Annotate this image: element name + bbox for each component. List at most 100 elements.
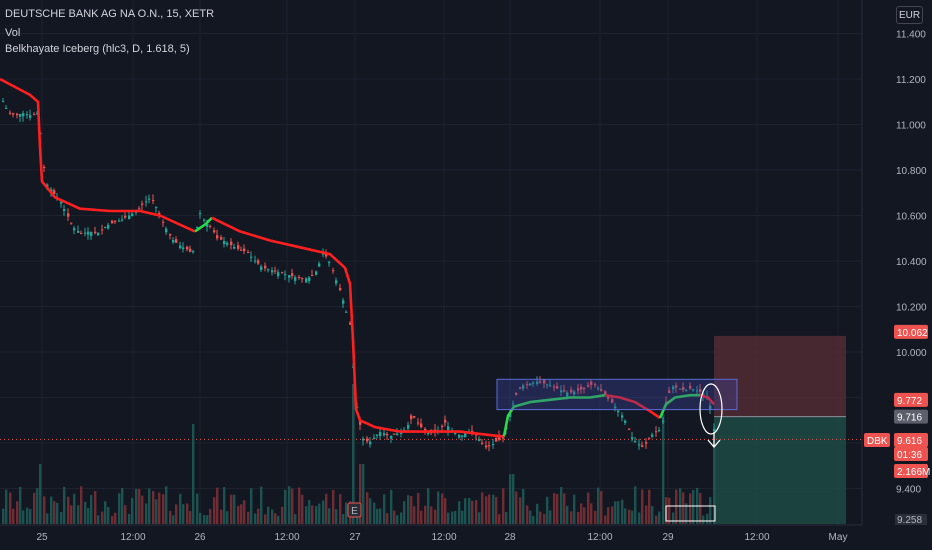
volume-bar (600, 491, 603, 524)
volume-legend[interactable]: Vol (5, 27, 21, 39)
candle (556, 386, 559, 389)
candle (590, 381, 593, 385)
stop-zone (714, 416, 846, 524)
candle (682, 386, 685, 390)
volume-bar (597, 487, 600, 524)
volume-bar (128, 513, 131, 524)
candle (169, 234, 172, 236)
candle (257, 260, 260, 264)
volume-bar (373, 502, 376, 524)
volume-bar (73, 493, 76, 524)
candle (692, 389, 695, 391)
volume-bar (111, 515, 114, 524)
consolidation-box (496, 378, 738, 411)
candle (271, 270, 274, 273)
volume-bar (294, 514, 297, 524)
candle (580, 386, 583, 390)
candle (536, 381, 539, 384)
candle (36, 113, 39, 115)
candle (250, 256, 253, 258)
candle (308, 277, 311, 282)
candle (328, 262, 331, 264)
volume-bar (22, 510, 25, 524)
volume-bar (264, 514, 267, 524)
candle (315, 271, 318, 275)
candle (203, 219, 206, 221)
volume-bar (471, 500, 474, 524)
candle (641, 445, 644, 447)
currency-button[interactable]: EUR (896, 6, 923, 24)
candle (386, 434, 389, 436)
candle (9, 112, 12, 114)
candle (366, 438, 369, 442)
candle (529, 383, 532, 386)
candle (172, 239, 175, 243)
time-axis-bg (0, 525, 932, 550)
candle (597, 388, 600, 390)
target-price-tag: 10.062 (897, 328, 928, 339)
volume-bar (90, 495, 93, 524)
candle (573, 391, 576, 395)
candle (274, 270, 277, 272)
volume-bar (118, 493, 121, 524)
volume-bar (553, 493, 556, 524)
volume-bar (492, 494, 495, 524)
volume-bar (226, 511, 229, 524)
candle (267, 269, 270, 271)
candle (305, 278, 308, 283)
candle (80, 232, 83, 234)
volume-bar (441, 493, 444, 524)
volume-bar (206, 515, 209, 524)
volume-bar (468, 497, 471, 524)
volume-bar (532, 515, 535, 524)
time-tick: 12:00 (274, 532, 299, 543)
volume-bar (284, 489, 287, 524)
candle (447, 426, 450, 431)
position-zones (0, 335, 862, 524)
volume-bar (481, 492, 484, 524)
iceberg-segment-down (0, 77, 196, 233)
volume-bar (77, 505, 80, 524)
price-tick: 11.400 (896, 30, 926, 41)
volume-bar (186, 503, 189, 524)
candle (220, 237, 223, 240)
volume-bar (407, 495, 410, 524)
candle (577, 388, 580, 391)
volume-bar (379, 508, 382, 524)
candle (539, 381, 542, 383)
price-tick: 10.600 (896, 212, 927, 223)
candle (651, 434, 654, 437)
volume-bar (461, 510, 464, 524)
volume-bar (216, 487, 219, 524)
volume-bar (230, 494, 233, 524)
candle (332, 270, 335, 272)
volume-bar (29, 509, 32, 524)
candle (441, 425, 444, 427)
stop-price-tag: 9.772 (897, 396, 922, 407)
volume-bar (536, 503, 539, 524)
candle (583, 388, 586, 390)
volume-bar (417, 492, 420, 524)
volume-bar (223, 487, 226, 524)
volume-tag: 2.166M (897, 467, 930, 478)
volume-bar (682, 492, 685, 524)
candle (73, 228, 76, 231)
price-tick: 10.200 (896, 303, 927, 314)
candle (165, 228, 168, 233)
volume-bar (658, 511, 661, 524)
candle (70, 222, 73, 224)
candle (675, 385, 678, 388)
symbol-title[interactable]: DEUTSCHE BANK AG NA O.N., 15, XETR (5, 8, 215, 20)
target-zone (714, 335, 846, 417)
indicator-legend[interactable]: Belkhayate Iceberg (hlc3, D, 1.618, 5) (5, 43, 190, 55)
candle (162, 221, 165, 223)
volume-bar (318, 503, 321, 524)
volume-bar (328, 508, 331, 524)
volume-bar (539, 511, 542, 524)
volume-bar (611, 506, 614, 524)
volume-bar (322, 500, 325, 524)
candle (19, 114, 22, 117)
candle (22, 113, 25, 117)
time-tick: 28 (504, 532, 516, 543)
